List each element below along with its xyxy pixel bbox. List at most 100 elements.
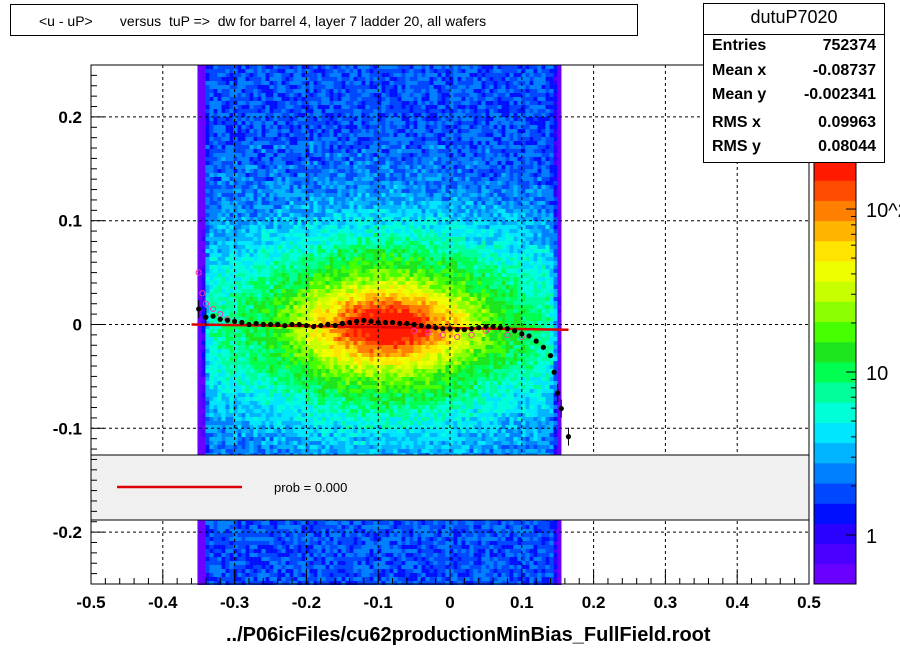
profile-open-point [411,327,418,334]
x-tick-label: -0.5 [76,593,105,612]
profile-open-point [195,269,202,276]
profile-point [239,319,245,326]
profile-point [246,321,252,328]
profile-point [260,321,266,328]
colorbar-label: 1 [866,526,877,548]
profile-point [354,318,360,324]
stats-row-rms-y: RMS y 0.08044 [712,138,876,160]
profile-point [555,390,561,396]
profile-point [361,317,367,323]
legend-text: prob = 0.000 [274,480,347,495]
profile-open-point [454,333,461,341]
profile-point [346,319,353,326]
profile-point [447,326,453,332]
profile-point [232,318,238,324]
profile-point [196,306,202,312]
stats-value: 752374 [822,37,876,54]
profile-point [533,338,539,344]
profile-point [461,327,467,333]
x-tick-label: 0.3 [654,593,678,612]
x-tick-label: -0.1 [364,593,393,612]
profile-point [411,321,417,328]
profile-point [490,323,496,330]
colorbar-label: 10^2 [866,200,900,222]
profile-point [551,369,557,375]
profile-point [375,319,381,326]
stats-row-mean-y: Mean y -0.002341 [712,86,876,108]
profile-point [476,325,482,331]
profile-open-point [425,329,432,336]
stats-value: -0.002341 [803,86,876,103]
profile-open-point [439,331,446,338]
x-tick-label: 0 [445,593,454,612]
y-tick-label: -0.1 [53,419,82,438]
stats-label: Mean y [712,86,767,103]
profile-point [483,323,489,330]
profile-point [504,326,511,332]
x-tick-label: -0.4 [148,593,178,612]
profile-point [224,317,231,323]
colorbar [814,160,856,585]
stats-divider [704,34,884,35]
x-tick-label: -0.3 [220,593,249,612]
stats-value: 0.09963 [818,114,876,131]
stats-name: dutuP7020 [750,7,838,27]
x-tick-label: 0.1 [510,593,534,612]
profile-point [210,313,216,319]
stats-row-rms-x: RMS x 0.09963 [712,114,876,136]
stats-box: dutuP7020 Entries 752374 Mean x -0.08737… [703,3,885,163]
profile-point [339,320,345,327]
profile-point [368,318,374,324]
profile-point [332,322,338,329]
profile-open-point [504,331,511,338]
profile-open-point [209,305,217,313]
plot-title: <u - uP> versus tuP => dw for barrel 4, … [39,13,487,29]
profile-point [303,322,309,329]
profile-open-point [202,300,209,307]
x-tick-label: 0.4 [725,593,749,612]
y-tick-label: 0 [73,316,82,335]
profile-point [425,323,432,330]
profile-point [519,331,525,337]
colorbar-label: 10 [866,363,888,385]
profile-point [253,320,259,327]
profile-open-point [468,331,475,338]
profile-point [540,344,546,350]
profile-point [382,319,388,326]
profile-point [275,321,281,328]
y-tick-label: 0.2 [58,108,82,127]
profile-point [565,434,572,440]
x-tick-label: 0.2 [582,593,606,612]
stats-label: Mean x [712,62,767,79]
profile-point [217,316,223,322]
y-tick-label: 0.1 [58,212,82,231]
y-tick-label: -0.2 [53,523,82,542]
profile-point [418,322,424,329]
profile-point [397,320,403,327]
profile-point [526,333,532,339]
x-tick-label: -0.2 [292,593,321,612]
profile-point [289,321,295,328]
profile-point [512,328,518,334]
stats-value: 0.08044 [818,138,876,155]
stats-label: RMS x [712,114,761,131]
profile-point [558,405,564,412]
profile-point [433,325,439,331]
profile-point [454,327,460,333]
x-tick-label: 0.5 [797,593,821,612]
title-box: <u - uP> versus tuP => dw for barrel 4, … [10,4,638,36]
profile-point [440,326,446,332]
profile-point [282,322,288,329]
profile-point [389,319,396,326]
profile-point [497,325,503,331]
profile-point [325,321,331,328]
profile-point [547,353,554,359]
profile-point [203,314,209,320]
stats-value: -0.08737 [812,62,876,79]
profile-open-point [199,290,206,297]
profile-point [296,321,302,328]
stats-label: Entries [712,37,767,54]
profile-point [310,323,317,330]
